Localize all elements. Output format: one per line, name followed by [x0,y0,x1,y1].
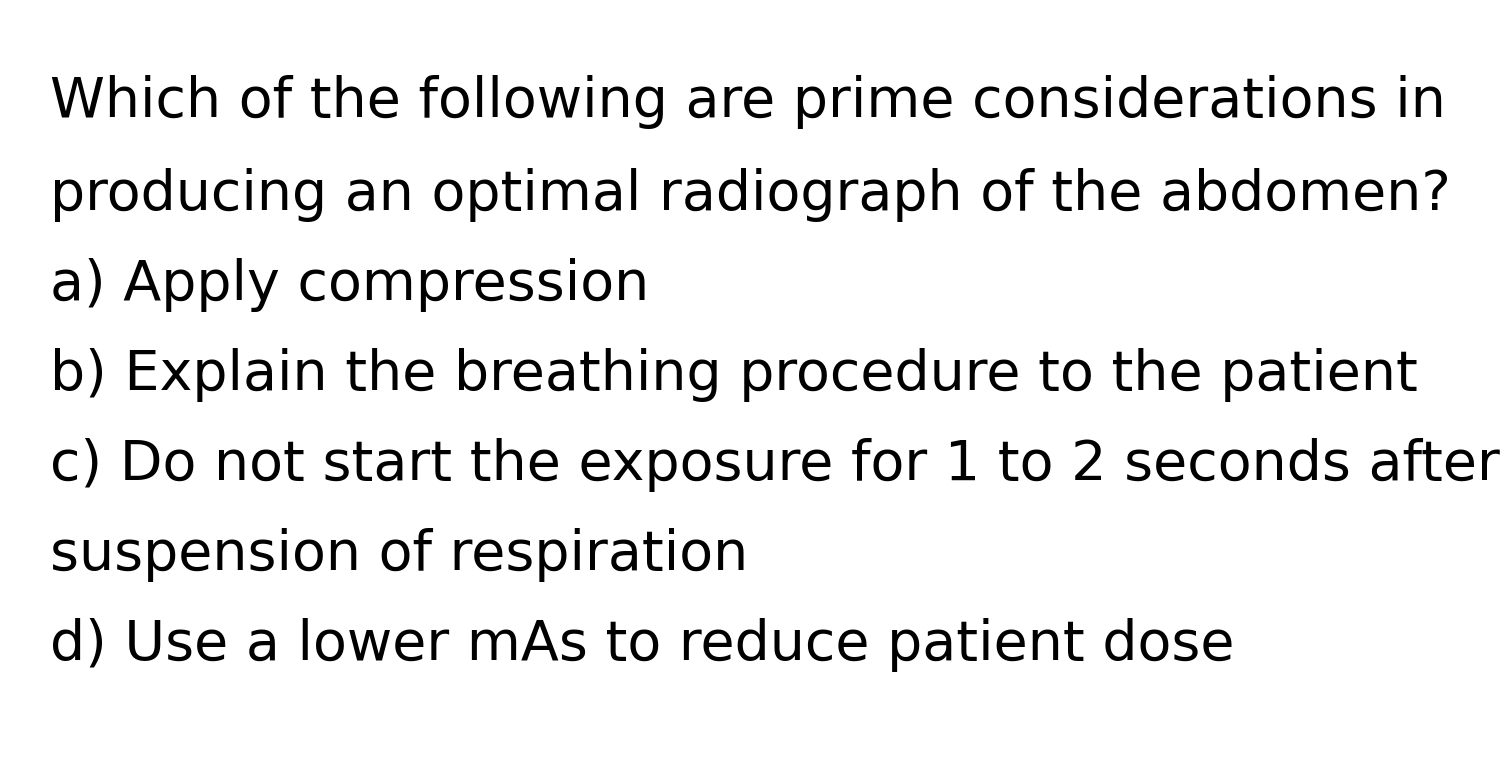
Text: b) Explain the breathing procedure to the patient: b) Explain the breathing procedure to th… [50,348,1417,402]
Text: c) Do not start the exposure for 1 to 2 seconds after: c) Do not start the exposure for 1 to 2 … [50,438,1500,492]
Text: producing an optimal radiograph of the abdomen?: producing an optimal radiograph of the a… [50,168,1450,222]
Text: d) Use a lower mAs to reduce patient dose: d) Use a lower mAs to reduce patient dos… [50,618,1234,672]
Text: Which of the following are prime considerations in: Which of the following are prime conside… [50,75,1446,129]
Text: suspension of respiration: suspension of respiration [50,528,748,582]
Text: a) Apply compression: a) Apply compression [50,258,650,312]
